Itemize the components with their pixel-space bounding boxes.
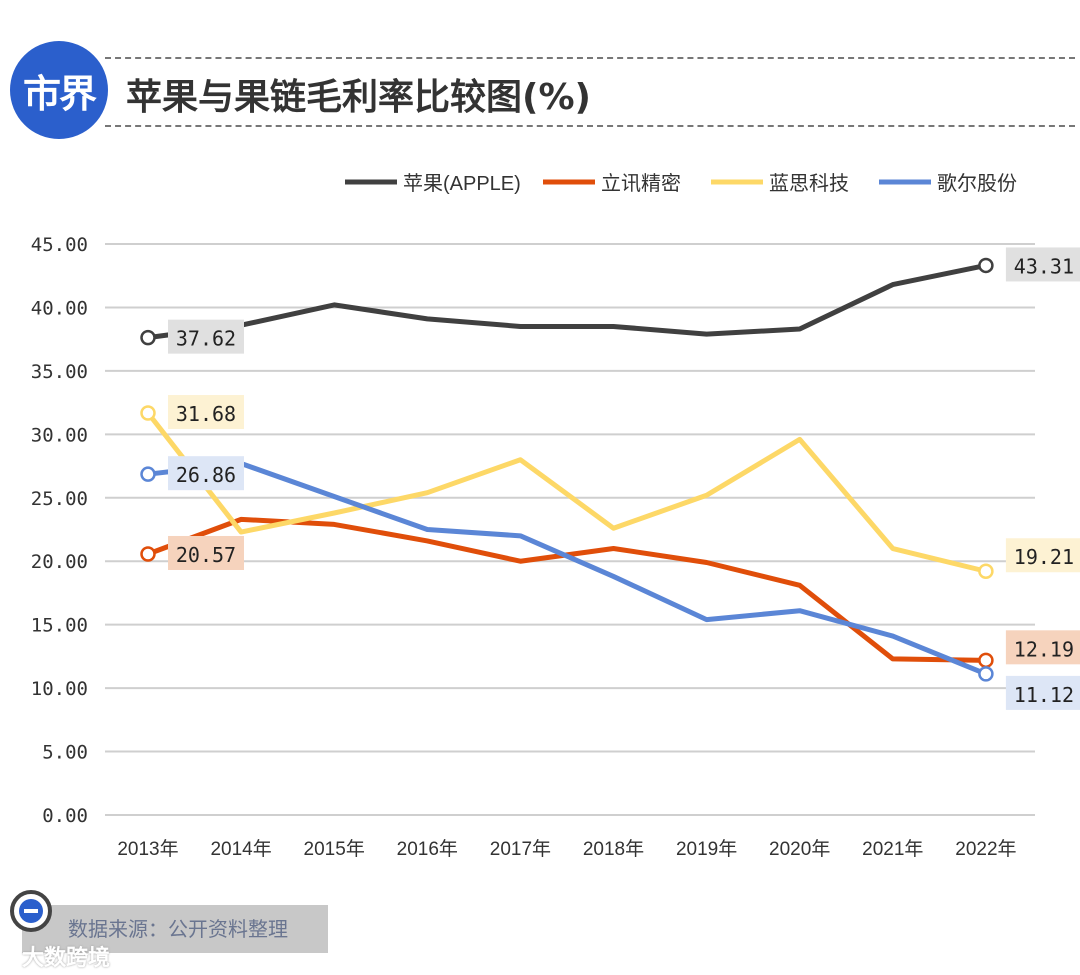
series-line — [146, 411, 987, 574]
data-point-marker — [140, 546, 156, 562]
data-label-bg — [1005, 538, 1080, 573]
data-label-bg — [168, 535, 244, 570]
data-label: 26.86 — [176, 463, 236, 487]
x-tick-label: 2022年 — [955, 838, 1016, 860]
legend-label: 苹果(APPLE) — [403, 172, 521, 195]
source-note: 数据来源：公开资料整理 — [22, 905, 328, 953]
data-label: 20.57 — [176, 543, 236, 567]
data-point-marker — [140, 466, 156, 482]
data-point-marker — [978, 563, 994, 579]
data-point-marker — [140, 405, 156, 421]
x-tick-label: 2016年 — [397, 838, 458, 860]
data-point-marker — [978, 652, 994, 669]
data-label: 43.31 — [1014, 254, 1074, 278]
data-label: 12.19 — [1014, 637, 1074, 661]
y-tick-label: 40.00 — [31, 297, 88, 319]
y-tick-label: 20.00 — [31, 551, 88, 573]
y-tick-label: 0.00 — [42, 805, 88, 827]
x-tick-label: 2018年 — [583, 838, 644, 860]
y-tick-label: 25.00 — [31, 488, 88, 510]
y-tick-label: 45.00 — [31, 234, 88, 256]
data-label-bg — [168, 319, 244, 354]
x-tick-label: 2015年 — [304, 838, 365, 860]
data-label: 19.21 — [1014, 545, 1074, 569]
y-tick-label: 5.00 — [42, 742, 88, 764]
series-line — [147, 461, 987, 677]
data-label-bg — [1005, 247, 1080, 282]
x-tick-label: 2020年 — [769, 838, 830, 860]
series-line — [147, 262, 987, 341]
data-label: 31.68 — [176, 402, 236, 426]
data-label-bg — [1005, 630, 1080, 665]
logo: 市界 — [10, 41, 108, 139]
data-label-bg — [1005, 675, 1080, 710]
watermark: 大数跨境 — [22, 946, 111, 971]
x-tick-label: 2021年 — [862, 838, 923, 860]
legend-label: 歌尔股份 — [937, 172, 1017, 195]
divider-top — [105, 57, 1075, 59]
y-tick-label: 15.00 — [31, 615, 88, 637]
data-point-marker — [978, 257, 994, 274]
minus-circle-icon — [10, 890, 52, 932]
x-tick-label: 2013年 — [117, 838, 178, 860]
y-tick-label: 30.00 — [31, 424, 88, 446]
legend-label: 立讯精密 — [601, 172, 681, 195]
y-tick-label: 10.00 — [31, 678, 88, 700]
data-label: 37.62 — [176, 327, 236, 351]
x-tick-label: 2019年 — [676, 838, 737, 860]
legend-label: 蓝思科技 — [769, 172, 849, 195]
page-title: 苹果与果链毛利率比较图(%) — [126, 77, 591, 118]
series-line — [147, 516, 986, 663]
x-tick-label: 2014年 — [210, 838, 271, 860]
data-point-marker — [978, 666, 994, 682]
divider-bottom — [105, 125, 1075, 127]
x-tick-label: 2017年 — [490, 838, 551, 860]
y-tick-label: 35.00 — [31, 361, 88, 383]
data-label-bg — [168, 395, 244, 430]
data-point-marker — [140, 329, 156, 346]
data-label-bg — [168, 456, 244, 491]
data-label: 11.12 — [1014, 683, 1074, 707]
